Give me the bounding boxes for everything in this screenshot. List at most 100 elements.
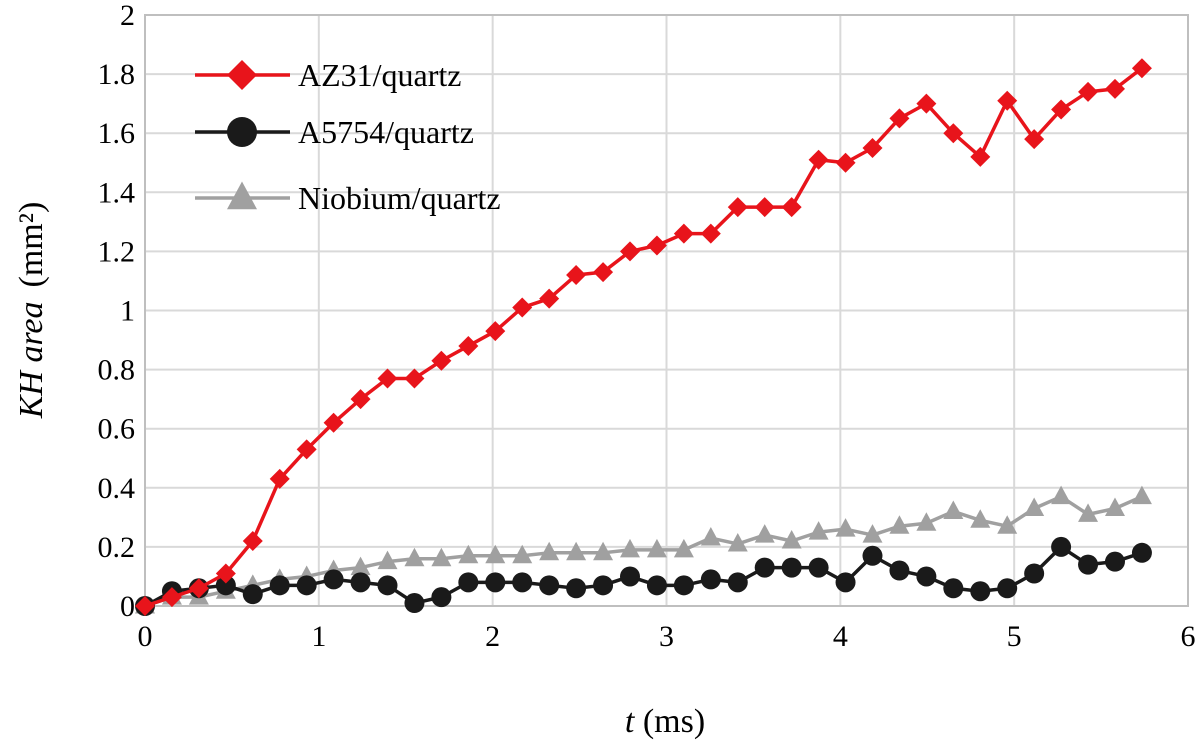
legend-item: Niobium/quartz	[195, 180, 501, 216]
y-tick-label: 1.4	[98, 176, 136, 209]
diamond-marker	[512, 297, 533, 318]
diamond-marker	[727, 197, 748, 218]
triangle-marker	[754, 524, 775, 543]
y-tick-label: 0.6	[98, 413, 136, 446]
x-tick-label: 3	[659, 620, 674, 653]
triangle-marker	[431, 547, 452, 567]
y-tick-label: 0.4	[98, 472, 136, 505]
x-tick-label: 6	[1181, 620, 1196, 653]
y-axis-unit: (mm²)	[13, 202, 50, 288]
triangle-marker	[862, 524, 883, 543]
grid-lines	[144, 14, 1189, 607]
diamond-marker	[1078, 81, 1099, 102]
y-tick-label: 0.8	[98, 354, 136, 387]
triangle-marker	[916, 512, 937, 531]
triangle-marker	[727, 532, 748, 552]
diamond-marker	[1051, 99, 1072, 120]
triangle-marker	[350, 556, 371, 576]
triangle-marker	[593, 541, 614, 561]
diamond-marker	[916, 93, 937, 114]
diamond-marker	[646, 235, 667, 256]
legend: AZ31/quartz A5754/quartz Niobium/quartz	[195, 57, 501, 216]
diamond-marker	[539, 288, 560, 309]
diamond-marker	[377, 368, 398, 389]
circle-marker	[943, 578, 964, 599]
circle-marker	[781, 557, 802, 578]
circle-marker	[269, 575, 290, 596]
legend-item: AZ31/quartz	[195, 57, 462, 93]
triangle-marker	[781, 529, 802, 549]
diamond-marker	[1131, 58, 1152, 79]
diamond-marker	[673, 223, 694, 244]
circle-marker	[242, 584, 263, 605]
circle-marker	[619, 566, 640, 587]
x-tick-label: 0	[138, 620, 153, 653]
y-tick-label: 1.2	[98, 235, 136, 268]
circle-marker	[1051, 536, 1072, 557]
x-tick-label: 1	[311, 620, 326, 653]
triangle-marker	[377, 550, 398, 570]
triangle-marker	[539, 541, 560, 561]
circle-marker	[700, 569, 721, 590]
circle-marker	[350, 572, 371, 593]
triangle-marker	[646, 538, 667, 558]
triangle-marker	[566, 541, 587, 561]
circle-marker	[593, 575, 614, 596]
triangle-marker	[1131, 485, 1152, 505]
circle-marker	[754, 557, 775, 578]
diamond-marker	[566, 265, 587, 286]
diamond-marker	[404, 368, 425, 389]
circle-marker	[458, 572, 479, 593]
x-axis-tick-labels: 0 1 2 3 4 5 6	[138, 620, 1196, 653]
x-tick-label: 4	[833, 620, 848, 653]
series-line	[144, 66, 1143, 608]
y-axis-tick-labels: 0 0.2 0.4 0.6 0.8 1 1.2 1.4 1.6 1.8 2	[98, 0, 136, 623]
legend-label: Niobium/quartz	[298, 180, 501, 216]
circle-marker	[862, 545, 883, 566]
diamond-marker	[808, 149, 829, 170]
triangle-marker	[1051, 485, 1072, 505]
circle-marker	[1131, 542, 1152, 563]
triangle-marker	[808, 521, 829, 540]
circle-marker	[566, 578, 587, 599]
y-axis-title: KH area (mm²)	[13, 202, 50, 420]
diamond-marker	[269, 468, 290, 489]
circle-marker	[404, 593, 425, 614]
triangle-marker	[997, 515, 1018, 534]
plot-area-border	[144, 14, 1189, 607]
triangle-marker	[673, 538, 694, 558]
diamond-marker	[1104, 78, 1125, 99]
legend-label: AZ31/quartz	[298, 57, 462, 93]
diamond-marker	[485, 321, 506, 342]
diamond-marker	[970, 146, 991, 167]
triangle-marker	[943, 500, 964, 519]
circle-marker	[835, 572, 856, 593]
triangle-marker	[1024, 497, 1045, 516]
diamond-marker	[943, 123, 964, 144]
circle-marker	[970, 581, 991, 602]
diamond-marker	[296, 439, 317, 460]
circle-marker	[997, 578, 1018, 599]
y-tick-label: 0	[120, 590, 135, 623]
y-tick-label: 2	[120, 0, 135, 32]
x-axis-variable: t	[625, 703, 636, 740]
triangle-marker	[970, 509, 991, 528]
triangle-marker	[619, 538, 640, 558]
diamond-marker	[754, 197, 775, 218]
diamond-marker	[862, 137, 883, 158]
series-AZ31/quartz	[135, 58, 1152, 616]
circle-marker	[1024, 563, 1045, 584]
x-tick-label: 5	[1007, 620, 1022, 653]
x-tick-label: 2	[485, 620, 500, 653]
circle-marker	[377, 575, 398, 596]
circle-marker	[646, 575, 667, 596]
diamond-marker	[188, 578, 209, 599]
x-axis-title: t (ms)	[625, 703, 705, 740]
legend-diamond-marker	[227, 60, 257, 90]
circle-marker	[323, 569, 344, 590]
circle-marker	[296, 575, 317, 596]
diamond-marker	[835, 152, 856, 173]
diamond-marker	[135, 596, 155, 616]
triangle-marker	[485, 544, 506, 564]
